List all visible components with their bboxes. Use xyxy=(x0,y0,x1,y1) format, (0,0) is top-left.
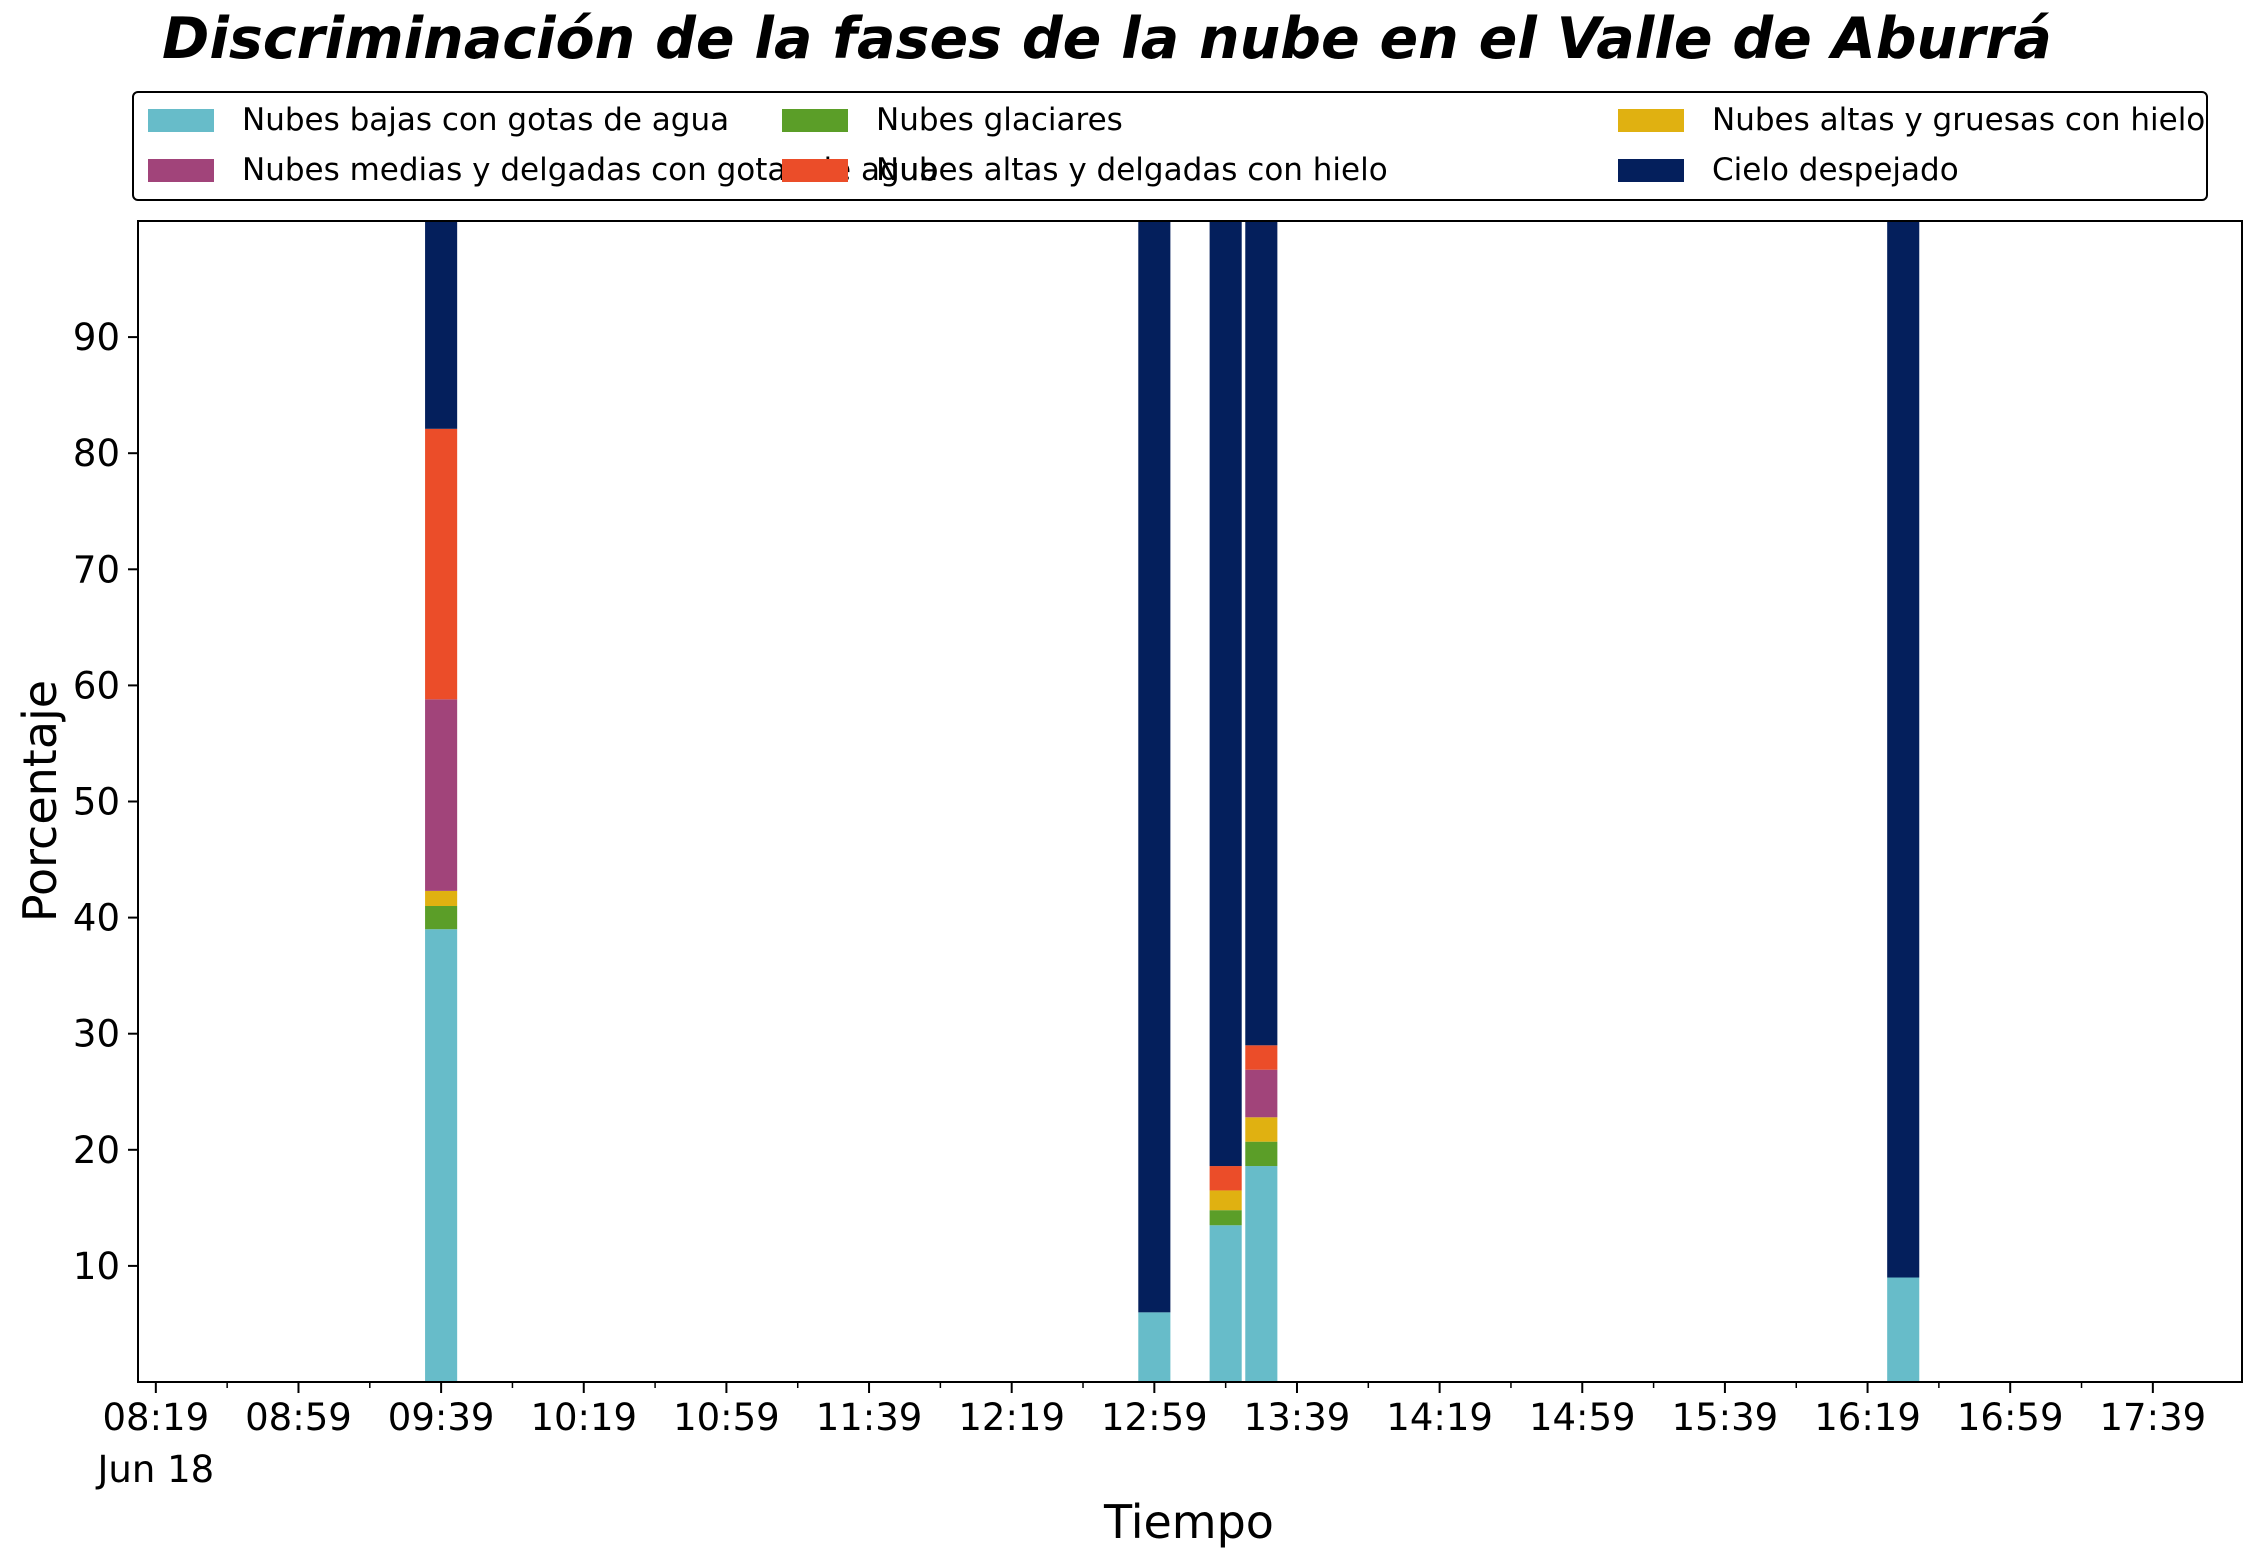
bar-segment-1319-s2 xyxy=(1209,1190,1242,1211)
x-tick-label: 13:39 xyxy=(1244,1396,1351,1439)
legend-item: Nubes altas y delgadas con hielo xyxy=(782,150,1388,190)
x-tick-label: 11:39 xyxy=(816,1396,923,1439)
bar-segment-1329-s1 xyxy=(1245,1141,1278,1167)
x-tick-label: 15:39 xyxy=(1672,1396,1779,1439)
x-tick-label: 12:19 xyxy=(958,1396,1065,1439)
legend-label: Cielo despejado xyxy=(1712,152,1959,188)
y-tick-label: 40 xyxy=(73,897,120,940)
x-tick-label: 10:19 xyxy=(530,1396,637,1439)
legend-swatch xyxy=(1618,158,1684,182)
bar-segment-1259-s0 xyxy=(1138,1312,1171,1382)
bar-segment-1329-s0 xyxy=(1245,1166,1278,1382)
bar-segment-0939-s1 xyxy=(425,905,458,930)
x-tick-date-label: Jun 18 xyxy=(96,1448,215,1491)
legend: Nubes bajas con gotas de agua Nubes glaci… xyxy=(132,91,2208,201)
x-tick-label: 08:19 xyxy=(103,1396,210,1439)
legend-label: Nubes altas y gruesas con hielo xyxy=(1712,102,2206,138)
legend-item: Nubes glaciares xyxy=(782,100,1123,140)
legend-label: Nubes glaciares xyxy=(876,102,1123,138)
legend-swatch xyxy=(782,108,848,132)
x-tick-label: 14:19 xyxy=(1386,1396,1493,1439)
bar-segment-1329-s4 xyxy=(1245,1045,1278,1070)
x-tick-label: 16:19 xyxy=(1814,1396,1921,1439)
y-tick-label: 10 xyxy=(73,1245,120,1288)
y-tick-label: 20 xyxy=(73,1129,120,1172)
legend-item: Nubes bajas con gotas de agua xyxy=(148,100,729,140)
bar-segment-1319-s0 xyxy=(1209,1225,1242,1382)
legend-swatch xyxy=(148,108,214,132)
legend-swatch xyxy=(148,158,214,182)
x-tick-label: 08:59 xyxy=(245,1396,352,1439)
bar-segment-1259-s5 xyxy=(1138,221,1171,1313)
bar-segment-0939-s4 xyxy=(425,428,458,700)
y-tick-label: 60 xyxy=(73,664,120,707)
legend-label: Nubes bajas con gotas de agua xyxy=(242,102,730,138)
y-axis-title: Porcentaje xyxy=(13,680,67,922)
bar-segment-1629-s5 xyxy=(1887,221,1920,1278)
bar-segment-1319-s4 xyxy=(1209,1166,1242,1191)
legend-item: Cielo despejado xyxy=(1618,150,1959,190)
y-tick-label: 30 xyxy=(73,1013,120,1056)
bar-segment-0939-s0 xyxy=(425,929,458,1382)
x-tick-label: 16:59 xyxy=(1957,1396,2064,1439)
y-tick-label: 90 xyxy=(73,316,120,359)
legend-label: Nubes altas y delgadas con hielo xyxy=(876,152,1388,188)
bar-segment-0939-s3 xyxy=(425,699,458,891)
x-tick-label: 10:59 xyxy=(673,1396,780,1439)
bar-segment-1319-s1 xyxy=(1209,1210,1242,1226)
legend-item: Nubes altas y gruesas con hielo xyxy=(1618,100,2205,140)
x-tick-label: 12:59 xyxy=(1101,1396,1208,1439)
ticks-layer: 10 20 30 40 50 60 70 80 90 08:19 Jun 18 08:59 09:39 1… xyxy=(73,316,2206,1491)
y-tick-label: 70 xyxy=(73,548,120,591)
chart-title: Discriminación de la fases de la nube en… xyxy=(162,6,2052,72)
bar-segment-1629-s0 xyxy=(1887,1277,1920,1382)
y-tick-label: 80 xyxy=(73,432,120,475)
bar-segment-0939-s5 xyxy=(425,221,458,429)
y-tick-label: 50 xyxy=(73,781,120,824)
x-axis-title: Tiempo xyxy=(1103,1495,1274,1549)
bar-segment-1329-s5 xyxy=(1245,221,1278,1046)
legend-swatch xyxy=(1618,108,1684,132)
bar-segment-1329-s2 xyxy=(1245,1117,1278,1142)
x-tick-label: 14:59 xyxy=(1529,1396,1636,1439)
bar-segment-0939-s2 xyxy=(425,890,458,906)
x-tick-label: 17:39 xyxy=(2100,1396,2207,1439)
bar-segment-1329-s3 xyxy=(1245,1069,1278,1118)
bar-segment-1319-s5 xyxy=(1209,221,1242,1167)
x-tick-label: 09:39 xyxy=(388,1396,495,1439)
legend-swatch xyxy=(782,158,848,182)
bars-layer xyxy=(425,221,1920,1382)
